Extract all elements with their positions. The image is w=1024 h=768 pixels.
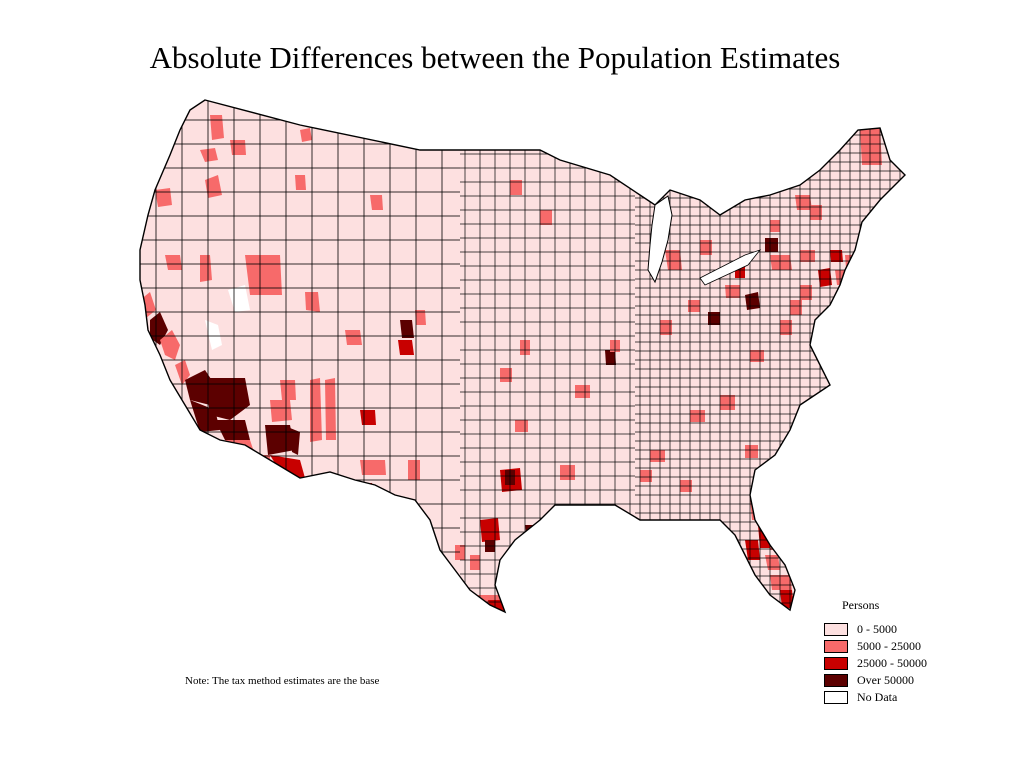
eastern-county-lines — [635, 100, 905, 612]
legend-label: 0 - 5000 — [857, 622, 897, 636]
legend-label: 25000 - 50000 — [857, 656, 927, 670]
legend-label: No Data — [857, 690, 898, 704]
legend-swatch — [824, 674, 848, 687]
legend-swatch — [824, 657, 848, 670]
western-county-lines — [140, 100, 460, 612]
us-outline — [139, 99, 906, 614]
legend-title: Persons — [842, 598, 880, 612]
lake-michigan — [647, 195, 673, 284]
map-note: Note: The tax method estimates are the b… — [185, 675, 380, 687]
legend-item-over-50000: Over 50000 — [824, 673, 914, 688]
legend-swatch — [824, 623, 848, 636]
map-title: Absolute Differences between the Populat… — [149, 40, 841, 75]
county-c2-27 — [362, 483, 372, 495]
legend-item-5000-25000: 5000 - 25000 — [824, 639, 921, 654]
counties-layer — [140, 100, 905, 612]
legend-swatch — [824, 640, 848, 653]
county-c1-49 — [570, 505, 582, 515]
legend-item-25000-50000: 25000 - 50000 — [824, 656, 927, 671]
central-county-lines — [460, 100, 635, 612]
legend-swatch — [824, 691, 848, 704]
lake-erie — [699, 249, 762, 286]
legend-label: Over 50000 — [857, 673, 914, 687]
legend-label: 5000 - 25000 — [857, 639, 921, 653]
legend-item-no-data: No Data — [824, 690, 897, 705]
legend-item-0-5000: 0 - 5000 — [824, 622, 897, 637]
